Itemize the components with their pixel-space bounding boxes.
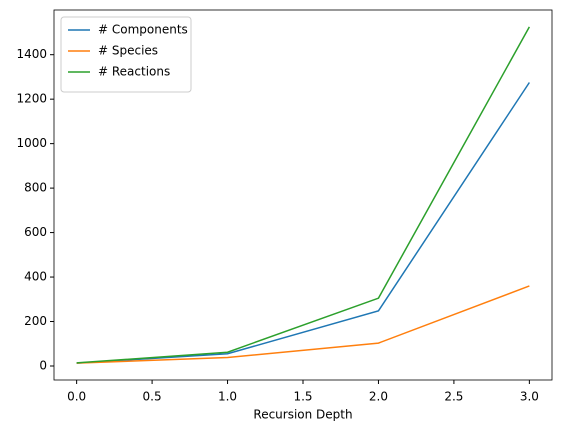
legend-label: # Reactions [98,65,170,79]
x-tick-label: 3.0 [520,390,539,404]
series-line [76,82,530,364]
x-tick-label: 2.0 [369,390,388,404]
y-tick-label: 0 [39,358,47,372]
legend-label: # Species [98,44,158,58]
x-tick-label: 0.5 [143,390,162,404]
series-line [76,285,530,364]
y-tick-label: 800 [24,181,47,195]
x-tick-label: 1.5 [293,390,312,404]
y-tick-label: 400 [24,270,47,284]
series-line [76,26,531,364]
x-tick-label: 0.0 [67,390,86,404]
y-tick-label: 1200 [16,92,47,106]
x-axis-label: Recursion Depth [253,408,352,422]
y-tick-label: 600 [24,225,47,239]
x-tick-label: 2.5 [444,390,463,404]
y-tick-label: 1000 [16,136,47,150]
y-tick-label: 200 [24,314,47,328]
y-tick-label: 1400 [16,47,47,61]
legend-label: # Components [98,23,188,37]
x-tick-label: 1.0 [218,390,237,404]
plot-frame [53,9,553,381]
legend-box [60,16,192,93]
